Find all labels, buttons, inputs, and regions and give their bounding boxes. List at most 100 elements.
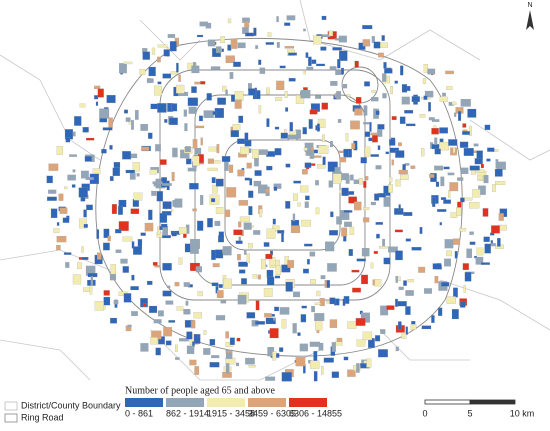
patch [171,209,174,212]
patch [468,125,472,136]
patch [483,175,489,184]
patch [246,253,250,263]
patch [152,181,163,185]
patch [192,139,198,149]
patch [342,298,346,306]
patch [238,261,248,267]
patch [405,238,411,242]
patch [72,169,76,173]
patch [336,216,342,225]
patch [229,72,234,79]
patch [227,18,232,24]
patch [89,285,93,295]
patch [185,300,189,306]
patch [475,256,484,265]
patch [471,169,476,175]
patch [156,232,167,238]
patch [341,187,349,196]
patch [92,168,101,175]
patch [244,21,249,28]
patch [85,137,95,141]
patch [329,66,337,70]
legend-title: Number of people aged 65 and above [125,385,276,396]
patch [148,66,156,77]
patch [224,161,229,171]
patch [149,169,158,175]
patch [217,97,226,105]
patch [375,335,381,342]
scale-label: 5 [467,408,472,418]
patch [300,314,307,323]
patch [313,371,318,382]
patch [432,263,442,270]
patch [206,93,212,101]
patch [225,55,235,63]
patch [85,177,94,180]
patch [394,229,403,233]
patch [245,32,255,37]
patch [484,243,491,254]
patch [293,180,302,184]
patch [246,162,252,169]
patch [310,279,316,284]
patch [197,334,200,338]
patch [364,81,370,87]
patch [491,225,500,234]
patch [122,266,129,273]
patch [142,51,151,60]
patch [139,68,146,75]
patch [442,92,446,97]
patch [349,226,355,235]
patch [162,235,171,239]
patch [81,257,89,260]
patch [383,257,391,265]
patch [400,65,404,76]
patch [363,217,370,223]
patch [331,371,339,378]
patch [157,81,162,85]
patch [315,95,322,99]
patch [439,96,448,102]
patch [123,293,132,303]
patch [226,187,237,198]
patch [454,112,457,117]
patch [95,101,99,106]
patch [448,190,451,198]
legend-swatch [125,398,163,407]
patch [211,198,216,203]
patch [418,266,426,273]
patch [343,149,349,157]
patch [444,258,452,267]
patch [199,21,209,27]
scale-bar: 0 5 10 km [422,399,534,418]
patch [462,263,469,270]
boundary [0,339,91,381]
patch [191,320,196,329]
patch [370,154,379,157]
patch [308,56,312,66]
patch [261,259,266,270]
patch [56,146,63,155]
patch [197,220,204,231]
patch [162,226,169,236]
patch [146,78,154,83]
patch [371,97,379,102]
patch [431,119,440,122]
patch [466,248,473,258]
patch [313,351,318,361]
patch [483,236,490,242]
patch [274,148,282,156]
patch [388,184,393,193]
patch [200,195,204,206]
patch [156,191,164,202]
patch [330,141,334,148]
patch [467,108,477,118]
patch [167,285,171,289]
patch [140,298,148,308]
patch [103,290,110,296]
patch [193,61,196,66]
patch [407,279,414,283]
patch [437,209,447,212]
patch [375,165,382,170]
patch [297,202,301,207]
